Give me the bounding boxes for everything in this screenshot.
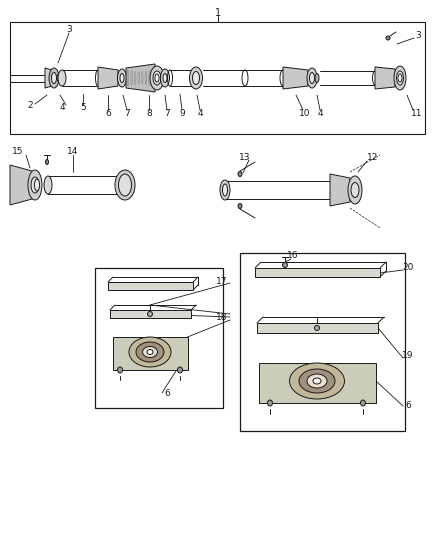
- Text: 6: 6: [405, 401, 411, 410]
- Ellipse shape: [28, 170, 42, 200]
- Ellipse shape: [44, 176, 52, 194]
- Ellipse shape: [238, 172, 242, 176]
- Text: 3: 3: [66, 26, 72, 35]
- Polygon shape: [375, 67, 395, 89]
- Text: 13: 13: [239, 152, 251, 161]
- Text: 9: 9: [179, 109, 185, 117]
- Ellipse shape: [192, 71, 199, 85]
- Ellipse shape: [190, 67, 202, 89]
- Text: 8: 8: [146, 109, 152, 117]
- Text: 18: 18: [216, 312, 228, 321]
- Ellipse shape: [31, 177, 39, 193]
- Ellipse shape: [163, 74, 167, 83]
- Ellipse shape: [153, 71, 161, 85]
- Ellipse shape: [120, 74, 124, 83]
- Bar: [10, 22, 425, 134]
- Ellipse shape: [177, 367, 183, 373]
- Text: 3: 3: [415, 31, 421, 41]
- Text: 5: 5: [80, 103, 86, 112]
- Text: 4: 4: [197, 109, 203, 117]
- Ellipse shape: [52, 72, 57, 84]
- Ellipse shape: [142, 346, 158, 358]
- Text: 7: 7: [124, 109, 130, 117]
- Polygon shape: [255, 268, 380, 277]
- Ellipse shape: [315, 74, 319, 83]
- Ellipse shape: [119, 174, 131, 196]
- Text: 4: 4: [59, 103, 65, 112]
- Ellipse shape: [238, 204, 242, 208]
- Text: 16: 16: [287, 252, 299, 261]
- Text: 15: 15: [12, 148, 24, 157]
- Polygon shape: [45, 68, 52, 88]
- Ellipse shape: [386, 36, 390, 40]
- Ellipse shape: [396, 71, 403, 85]
- Text: 1: 1: [215, 8, 221, 18]
- Text: 6: 6: [105, 109, 111, 117]
- Ellipse shape: [58, 70, 66, 86]
- Polygon shape: [110, 310, 191, 318]
- Ellipse shape: [348, 176, 362, 204]
- Ellipse shape: [398, 74, 402, 82]
- Ellipse shape: [283, 262, 287, 268]
- Text: 19: 19: [402, 351, 414, 359]
- Ellipse shape: [148, 311, 152, 317]
- Ellipse shape: [307, 68, 317, 88]
- Text: 14: 14: [67, 148, 79, 157]
- Ellipse shape: [117, 367, 123, 373]
- Ellipse shape: [220, 180, 230, 200]
- Bar: [240, 253, 405, 431]
- Ellipse shape: [313, 378, 321, 384]
- Text: 12: 12: [367, 154, 379, 163]
- Ellipse shape: [351, 182, 359, 198]
- Ellipse shape: [155, 74, 159, 82]
- Ellipse shape: [46, 159, 49, 165]
- Polygon shape: [257, 323, 378, 333]
- Polygon shape: [283, 67, 308, 89]
- Text: 17: 17: [216, 278, 228, 287]
- Ellipse shape: [314, 326, 319, 330]
- Text: 6: 6: [164, 389, 170, 398]
- Ellipse shape: [299, 369, 335, 393]
- Polygon shape: [108, 282, 193, 290]
- Polygon shape: [10, 165, 32, 205]
- Ellipse shape: [57, 74, 61, 82]
- Ellipse shape: [129, 337, 171, 367]
- Ellipse shape: [360, 400, 365, 406]
- Text: 11: 11: [411, 109, 423, 117]
- Ellipse shape: [147, 350, 153, 354]
- Ellipse shape: [223, 184, 227, 196]
- Ellipse shape: [268, 400, 272, 406]
- Polygon shape: [113, 337, 188, 370]
- Text: 10: 10: [299, 109, 311, 117]
- Polygon shape: [259, 363, 376, 403]
- Ellipse shape: [394, 66, 406, 90]
- Bar: [95, 268, 223, 408]
- Ellipse shape: [150, 66, 164, 90]
- Ellipse shape: [310, 72, 314, 84]
- Text: 7: 7: [164, 109, 170, 117]
- Ellipse shape: [160, 69, 170, 87]
- Ellipse shape: [136, 342, 164, 362]
- Ellipse shape: [35, 179, 39, 191]
- Ellipse shape: [290, 363, 345, 399]
- Ellipse shape: [115, 170, 135, 200]
- Text: 20: 20: [403, 263, 413, 272]
- Ellipse shape: [49, 68, 59, 88]
- Polygon shape: [126, 64, 155, 92]
- Text: 2: 2: [27, 101, 33, 110]
- Ellipse shape: [117, 69, 127, 87]
- Ellipse shape: [307, 374, 327, 388]
- Polygon shape: [330, 174, 350, 206]
- Text: 4: 4: [317, 109, 323, 117]
- Polygon shape: [98, 67, 118, 89]
